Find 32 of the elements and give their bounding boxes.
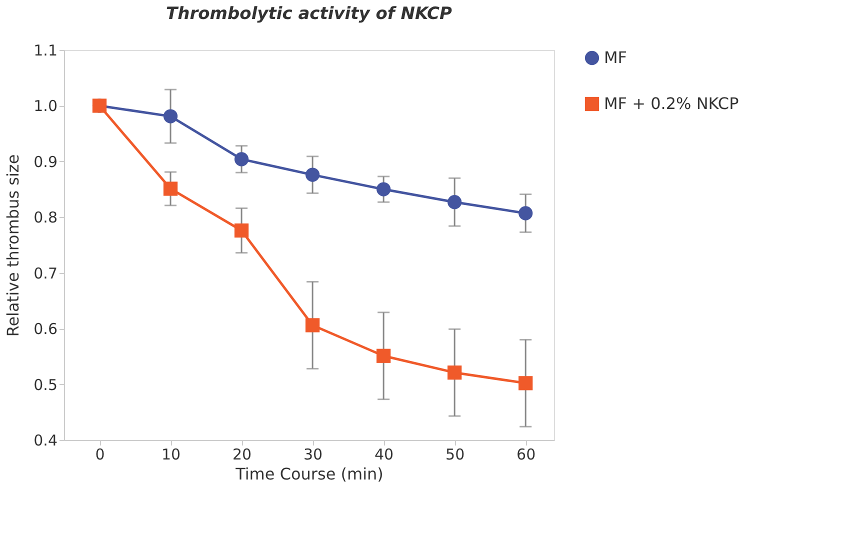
point: [448, 195, 462, 210]
x-tick-label: 20: [232, 446, 252, 464]
point: [305, 168, 320, 182]
chart-title: Thrombolytic activity of NKCP: [166, 4, 453, 24]
x-tick-label: 10: [161, 446, 181, 464]
x-tick-label: 60: [516, 446, 536, 464]
y-axis-title: Relative thrombus size: [4, 154, 23, 337]
y-tick-label: 0.6: [34, 320, 58, 338]
y-tick-label: 0.7: [34, 264, 58, 282]
y-tick-label: 0.8: [34, 208, 58, 227]
y-tick-label: 0.9: [34, 152, 58, 171]
point: [163, 182, 178, 196]
point: [518, 206, 533, 220]
x-tick-label: 30: [304, 446, 323, 464]
y-tick-label: 0.5: [34, 376, 58, 394]
x-tick-label: 40: [374, 446, 394, 464]
x-tick-label: 50: [446, 446, 465, 464]
x-tick-label: 0: [95, 446, 105, 464]
legend-label: MF: [604, 48, 628, 67]
point: [163, 109, 178, 124]
point: [234, 223, 249, 238]
y-tick-label: 1.1: [34, 42, 58, 60]
point: [234, 152, 249, 166]
point: [448, 366, 462, 380]
point: [305, 318, 320, 332]
x-axis-title: Time Course (min): [234, 464, 384, 484]
point: [376, 348, 391, 363]
point: [376, 182, 391, 196]
legend-label: MF + 0.2% NKCP: [604, 94, 740, 113]
y-tick-label: 0.4: [34, 432, 58, 450]
point: [518, 376, 533, 390]
y-tick-label: 1.0: [34, 97, 58, 116]
